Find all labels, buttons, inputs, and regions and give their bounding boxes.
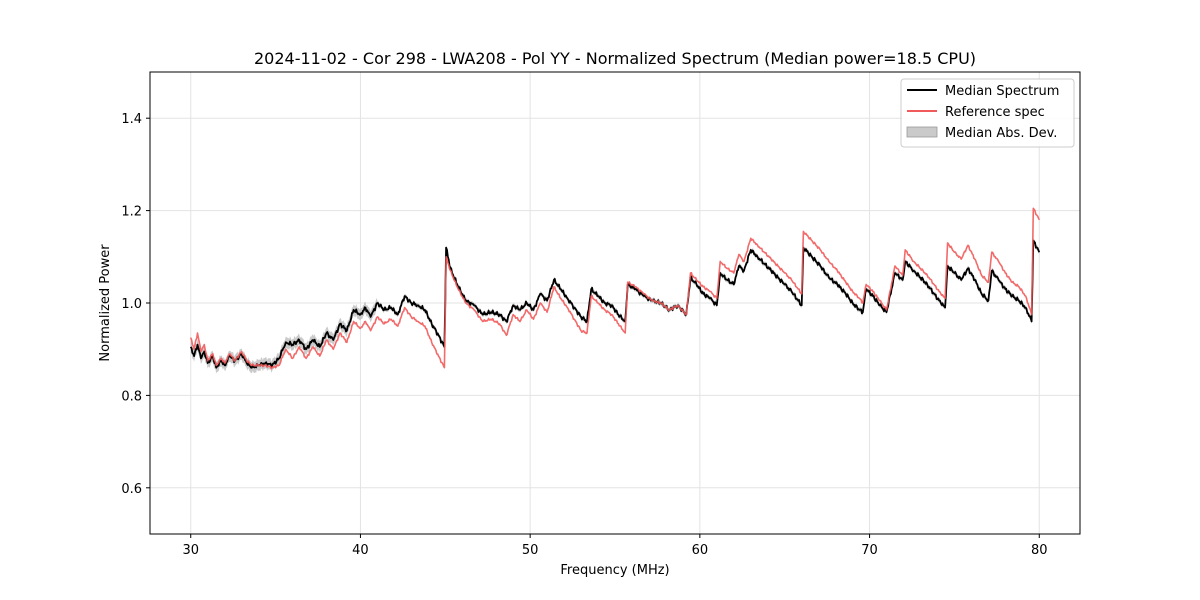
legend-label-median: Median Spectrum: [945, 84, 1059, 99]
y-axis-ticks: 0.6 0.8 1.0 1.2 1.4: [121, 112, 150, 497]
y-tick-label-2: 1.0: [121, 297, 142, 312]
x-tick-label-4: 70: [861, 543, 878, 558]
median-spectrum-line: [189, 239, 1041, 369]
mad-band-layer: [190, 238, 1040, 374]
y-tick-label-4: 1.4: [121, 112, 142, 127]
x-axis-label: Frequency (MHz): [560, 563, 669, 578]
legend-box: [900, 78, 1075, 148]
legend-label-reference: Reference spec: [945, 105, 1045, 120]
x-tick-label-5: 80: [1031, 543, 1048, 558]
grid-lines: [150, 72, 1080, 534]
chart-title: 2024-11-02 - Cor 298 - LWA208 - Pol YY -…: [254, 49, 976, 68]
y-tick-label-1: 0.8: [121, 389, 142, 404]
legend-label-mad: Median Abs. Dev.: [945, 126, 1057, 141]
x-axis-ticks: 30 40 50 60 70 80: [182, 534, 1048, 558]
series-lines: [189, 207, 1041, 370]
reference-spectrum-line: [189, 207, 1041, 370]
x-tick-label-3: 60: [692, 543, 709, 558]
x-tick-label-0: 30: [182, 543, 199, 558]
y-tick-label-0: 0.6: [121, 482, 142, 497]
legend-swatch-mad: [906, 126, 938, 138]
x-tick-label-2: 50: [522, 543, 539, 558]
y-axis-label: Normalized Power: [98, 244, 113, 362]
mad-band: [190, 238, 1040, 374]
y-tick-label-3: 1.2: [121, 205, 142, 220]
legend: Median Spectrum Reference spec Median Ab…: [900, 78, 1075, 148]
x-tick-label-1: 40: [352, 543, 369, 558]
